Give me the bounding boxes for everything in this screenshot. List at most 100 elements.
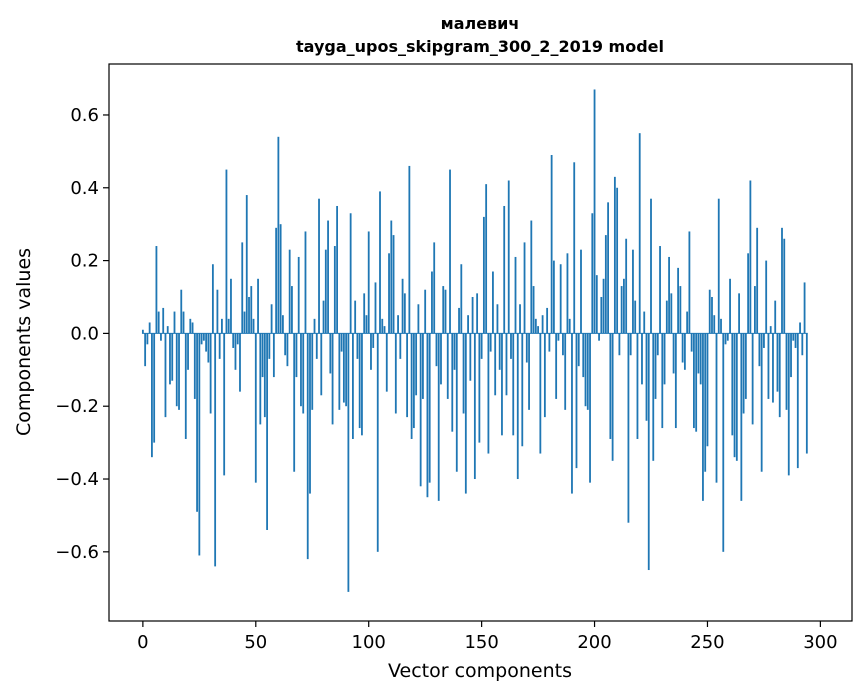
bar-34 bbox=[218, 333, 221, 359]
bar-40 bbox=[232, 333, 235, 348]
bar-69 bbox=[297, 256, 300, 334]
bar-54 bbox=[263, 333, 266, 418]
bar-205 bbox=[604, 235, 607, 334]
bar-258 bbox=[724, 333, 727, 345]
bar-294 bbox=[805, 333, 808, 454]
bar-117 bbox=[406, 333, 409, 418]
bar-45 bbox=[243, 311, 246, 334]
bar-293 bbox=[803, 282, 806, 334]
bar-187 bbox=[564, 333, 567, 410]
bar-78 bbox=[318, 198, 320, 334]
bar-250 bbox=[706, 333, 709, 447]
y-tick-label-4: 0.2 bbox=[70, 251, 99, 272]
bar-56 bbox=[268, 333, 271, 359]
bar-224 bbox=[647, 333, 650, 571]
bar-4 bbox=[151, 333, 153, 458]
bar-286 bbox=[787, 333, 790, 476]
bar-76 bbox=[313, 318, 316, 334]
bar-73 bbox=[306, 333, 309, 560]
bar-15 bbox=[175, 333, 178, 407]
bar-202 bbox=[598, 333, 600, 341]
bar-1 bbox=[144, 333, 147, 367]
bar-193 bbox=[577, 333, 580, 367]
bar-179 bbox=[546, 307, 549, 334]
bar-97 bbox=[361, 333, 363, 436]
bar-93 bbox=[352, 333, 354, 439]
bar-277 bbox=[767, 333, 770, 399]
bar-49 bbox=[252, 318, 255, 334]
bar-252 bbox=[711, 296, 713, 334]
bar-208 bbox=[611, 333, 614, 461]
bar-64 bbox=[286, 333, 289, 367]
x-axis-label: Vector components bbox=[388, 660, 572, 682]
bar-108 bbox=[385, 333, 388, 392]
bar-9 bbox=[162, 307, 165, 334]
bar-217 bbox=[632, 249, 634, 334]
bar-153 bbox=[487, 333, 490, 454]
bar-282 bbox=[778, 333, 781, 418]
bar-262 bbox=[733, 333, 736, 458]
x-tick-label-4: 200 bbox=[577, 632, 611, 653]
bar-30 bbox=[209, 333, 212, 414]
bar-82 bbox=[327, 220, 329, 334]
bar-142 bbox=[462, 333, 465, 414]
y-tick-label-3: 0.0 bbox=[70, 323, 99, 344]
bar-90 bbox=[345, 333, 348, 407]
bar-151 bbox=[482, 216, 485, 334]
bar-46 bbox=[245, 195, 248, 334]
bar-214 bbox=[625, 238, 628, 334]
bar-251 bbox=[708, 289, 711, 334]
bar-104 bbox=[376, 333, 379, 552]
bar-11 bbox=[166, 326, 169, 334]
bar-229 bbox=[659, 246, 661, 334]
bar-94 bbox=[354, 300, 357, 334]
bar-215 bbox=[627, 333, 630, 523]
plot-frame bbox=[108, 63, 853, 622]
bar-248 bbox=[702, 333, 704, 501]
bar-122 bbox=[417, 304, 420, 334]
bar-98 bbox=[363, 293, 366, 334]
bar-68 bbox=[295, 333, 298, 378]
bar-154 bbox=[489, 333, 492, 352]
bar-266 bbox=[742, 333, 745, 414]
bar-149 bbox=[478, 333, 481, 443]
bar-204 bbox=[602, 278, 605, 334]
y-tick-label-2: −0.2 bbox=[55, 396, 99, 417]
bar-50 bbox=[254, 333, 257, 483]
bar-291 bbox=[799, 322, 801, 334]
bar-35 bbox=[221, 318, 223, 334]
bar-221 bbox=[641, 333, 643, 385]
bar-284 bbox=[783, 238, 786, 334]
bar-33 bbox=[216, 289, 219, 334]
bar-80 bbox=[322, 300, 325, 334]
bar-95 bbox=[356, 333, 359, 359]
bar-29 bbox=[207, 333, 210, 363]
bar-53 bbox=[261, 333, 264, 378]
bar-101 bbox=[370, 333, 372, 370]
bar-264 bbox=[738, 293, 740, 334]
bar-16 bbox=[178, 333, 180, 410]
bar-28 bbox=[205, 333, 208, 352]
x-tick-label-5: 250 bbox=[690, 632, 724, 653]
bar-194 bbox=[580, 249, 582, 334]
bar-0 bbox=[141, 329, 144, 334]
bar-236 bbox=[674, 333, 677, 429]
bar-239 bbox=[681, 333, 684, 363]
bar-109 bbox=[388, 253, 390, 334]
bar-20 bbox=[187, 333, 189, 370]
bar-278 bbox=[769, 326, 772, 334]
bar-3 bbox=[148, 322, 151, 334]
bar-31 bbox=[211, 264, 214, 334]
bar-150 bbox=[480, 333, 483, 359]
bar-257 bbox=[722, 333, 725, 552]
bar-166 bbox=[516, 333, 519, 480]
bar-58 bbox=[272, 333, 275, 378]
bar-67 bbox=[293, 333, 296, 472]
bar-219 bbox=[636, 333, 639, 439]
bar-114 bbox=[399, 333, 402, 359]
bar-115 bbox=[401, 278, 404, 334]
bar-159 bbox=[501, 333, 503, 436]
bar-135 bbox=[446, 333, 449, 399]
bar-223 bbox=[645, 333, 648, 421]
